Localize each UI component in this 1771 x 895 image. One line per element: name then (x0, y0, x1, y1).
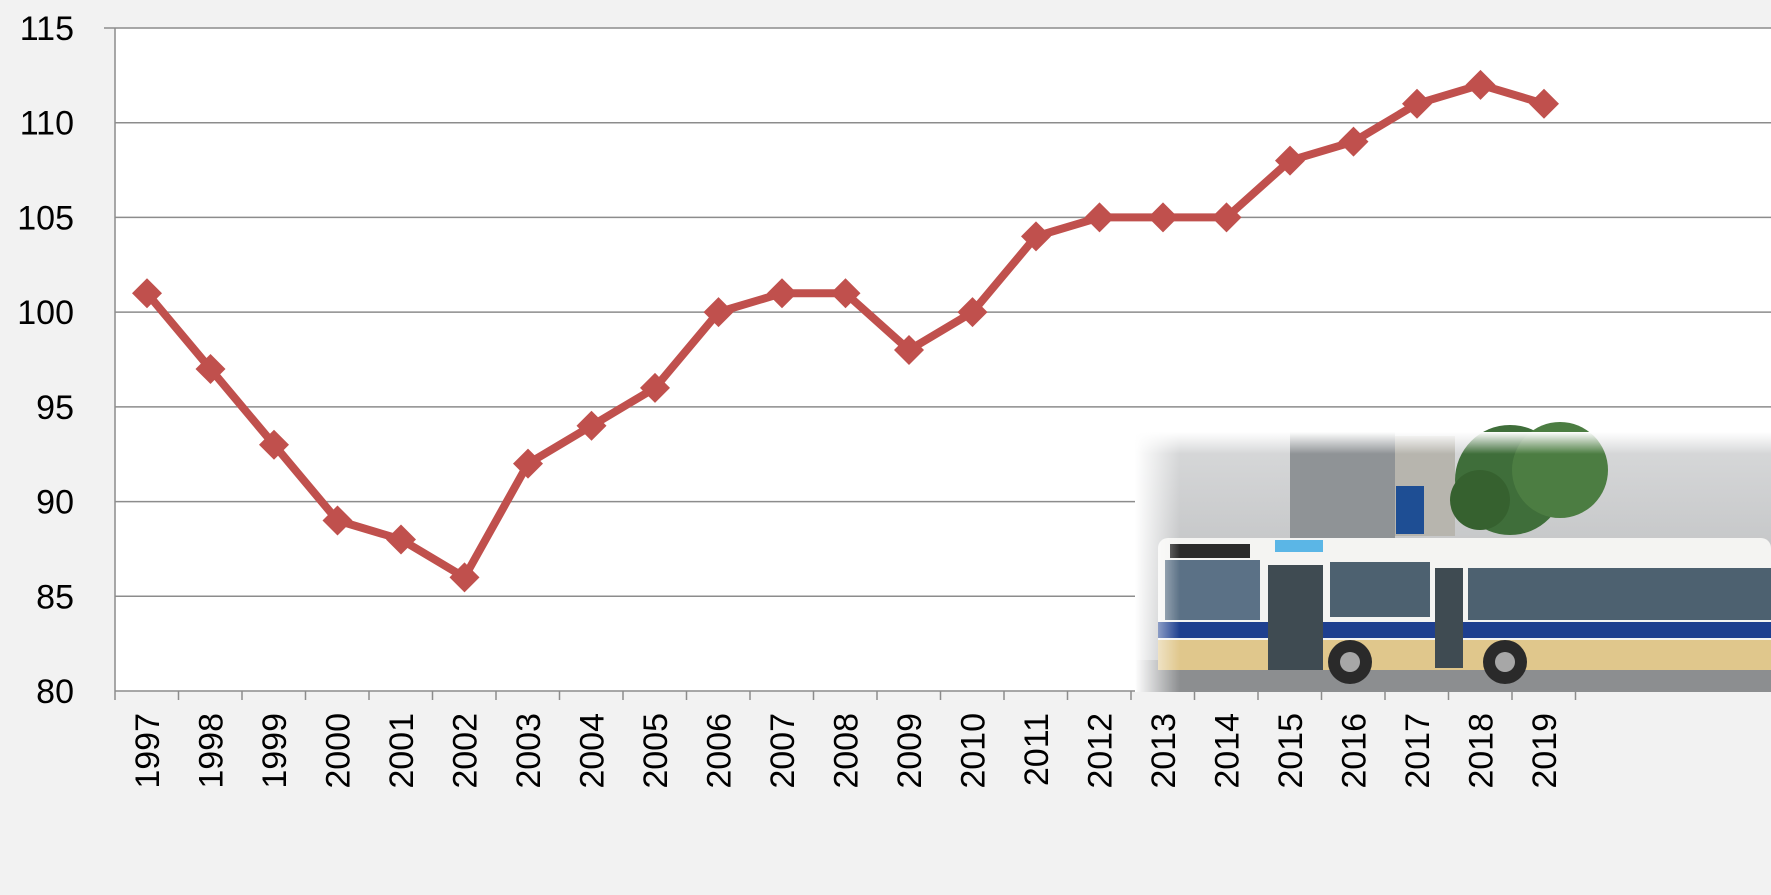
data-point (1338, 126, 1369, 157)
data-point (767, 278, 797, 309)
x-tick-label: 2006 (701, 713, 739, 789)
x-tick-label: 2007 (764, 713, 802, 789)
gridlines (115, 27, 1771, 598)
x-tick-label: 2011 (1018, 713, 1056, 786)
x-tick-label: 2009 (891, 713, 929, 789)
data-point (830, 278, 861, 309)
y-tick-label: 90 (36, 484, 74, 522)
x-tick-label: 2012 (1082, 713, 1120, 789)
x-tick-label: 2002 (447, 713, 485, 789)
y-tick-label: 105 (17, 199, 74, 237)
x-tick-label: 1999 (256, 713, 294, 789)
data-point (1529, 88, 1559, 119)
data-point (957, 297, 988, 328)
x-tick-label: 2015 (1272, 713, 1310, 789)
x-tick-label: 1997 (129, 713, 167, 789)
data-point (132, 278, 162, 309)
x-tick-label: 2019 (1526, 713, 1564, 789)
y-tick-label: 95 (36, 389, 74, 427)
x-tick-label: 2004 (574, 713, 612, 789)
data-point (386, 524, 416, 555)
x-tick-label: 2016 (1336, 713, 1374, 789)
bus-photo-icon (1135, 422, 1771, 692)
y-tick-label: 100 (17, 294, 74, 332)
x-tick-label: 2010 (955, 713, 993, 789)
x-tick-label: 2017 (1399, 713, 1437, 789)
data-point (640, 372, 670, 403)
data-point (1465, 69, 1496, 100)
y-tick-label: 110 (20, 105, 74, 143)
x-tick-label: 1998 (193, 713, 231, 789)
y-tick-label: 115 (20, 10, 74, 48)
data-point (1084, 202, 1115, 233)
x-tick-label: 2003 (510, 713, 548, 789)
data-point (259, 429, 289, 460)
data-point (703, 297, 734, 328)
data-point (449, 562, 480, 593)
x-tick-label: 2008 (828, 713, 866, 789)
data-point (1021, 221, 1051, 252)
y-tick-label: 80 (36, 673, 74, 711)
y-tick-label: 85 (36, 578, 74, 616)
data-point (1211, 202, 1242, 233)
x-tick-label: 2000 (320, 713, 358, 789)
data-point (195, 353, 226, 384)
series (132, 69, 1559, 593)
tick-labels: 80 85 90 95 100 105 110 115 1997 1998 1999 2000 2001… (17, 10, 1564, 789)
data-point (1402, 88, 1432, 119)
x-tick-label: 2001 (383, 713, 421, 789)
data-point (1148, 202, 1178, 233)
data-point (576, 410, 607, 441)
x-tick-label: 2014 (1209, 713, 1247, 789)
data-point (322, 505, 353, 536)
x-tick-label: 2013 (1145, 713, 1183, 789)
data-point (1275, 145, 1305, 176)
data-point (894, 335, 924, 366)
data-point (513, 448, 543, 479)
x-tick-label: 2018 (1463, 713, 1501, 789)
x-tick-label: 2005 (637, 713, 675, 789)
